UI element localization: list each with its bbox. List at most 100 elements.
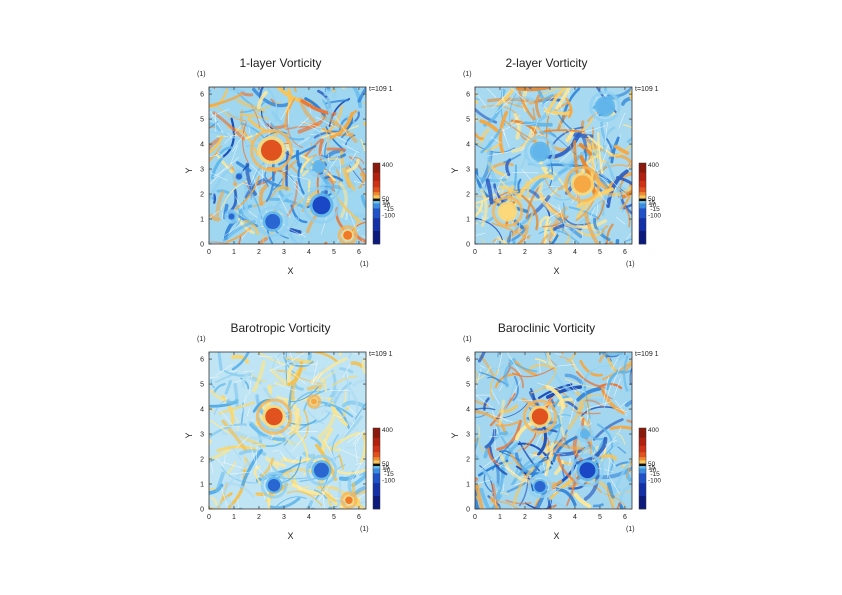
colorbar-segment — [373, 180, 380, 188]
panel-title: 1-layer Vorticity — [239, 56, 321, 70]
colorbar-segment — [639, 468, 646, 474]
y-tick-label: 3 — [200, 167, 204, 174]
colorbar-segment — [373, 452, 380, 458]
colorbar-label: 400 — [648, 162, 659, 169]
x-unit-label: (1) — [360, 261, 369, 268]
colorbar-segment — [639, 195, 646, 199]
time-label: t=109 1 — [369, 86, 393, 93]
chart-panel: 1-layer Vorticity t=109 1 (1) (1) 0 1 2 3 4 5 6 0 1 2… — [184, 56, 395, 276]
x-unit-label: (1) — [626, 261, 635, 268]
colorbar-segment — [639, 208, 646, 219]
time-label: t=109 1 — [635, 351, 659, 358]
x-tick-label: 2 — [523, 249, 527, 256]
y-tick-label: 4 — [200, 142, 204, 149]
colorbar-label: -100 — [382, 477, 395, 484]
x-tick-label: 6 — [623, 249, 627, 256]
x-tick-label: 6 — [357, 249, 361, 256]
y-tick-label: 2 — [200, 192, 204, 199]
time-label: t=109 1 — [369, 351, 393, 358]
plot-frame — [208, 86, 367, 245]
chart-panel: 2-layer Vorticity t=109 1 (1) (1) 0 1 2 3 4 5 6 0 1 2… — [450, 56, 661, 276]
colorbar-label: -100 — [648, 477, 661, 484]
colorbar-segment — [373, 172, 380, 182]
y-tick-label: 4 — [466, 142, 470, 149]
y-axis-label: Y — [184, 432, 194, 438]
colorbar-label: 50 — [382, 196, 390, 203]
colorbar-label: 10 — [649, 467, 657, 474]
x-tick-label: 0 — [207, 514, 211, 521]
colorbar-segment — [639, 483, 646, 497]
y-tick-label: 1 — [466, 217, 470, 224]
plot-frame — [474, 86, 633, 245]
colorbar-segment — [373, 218, 380, 232]
colorbar-label: 15 — [382, 464, 390, 471]
y-tick-label: 6 — [466, 357, 470, 364]
anticyclone-vortex — [581, 430, 589, 438]
colorbar-label: 15 — [648, 464, 656, 471]
x-tick-label: 2 — [257, 249, 261, 256]
colorbar-segment — [639, 198, 646, 202]
vorticity-filaments — [475, 352, 632, 509]
x-tick-label: 2 — [523, 514, 527, 521]
y-tick-label: 3 — [466, 432, 470, 439]
x-tick-label: 3 — [548, 249, 552, 256]
y-tick-label: 2 — [200, 457, 204, 464]
y-tick-label: 6 — [200, 357, 204, 364]
cyclone-vortex — [343, 230, 353, 240]
anticyclone-vortex — [228, 213, 235, 220]
panel-title: Barotropic Vorticity — [230, 321, 330, 335]
y-tick-label: 0 — [466, 242, 470, 249]
colorbar-segment — [373, 466, 380, 469]
colorbar-segment — [639, 428, 646, 438]
colorbar-segment — [373, 496, 380, 510]
y-tick-label: 0 — [200, 242, 204, 249]
x-tick-label: 4 — [573, 249, 577, 256]
colorbar-label: -15 — [650, 206, 660, 213]
anticyclone-vortex — [265, 214, 281, 230]
colorbar-segment — [639, 445, 646, 453]
colorbar-label: -100 — [648, 212, 661, 219]
colorbar-label: 400 — [382, 162, 393, 169]
colorbar-segment — [373, 457, 380, 461]
colorbar-segment — [373, 460, 380, 464]
vorticity-filaments — [209, 352, 366, 509]
y-tick-label: 3 — [466, 167, 470, 174]
y-unit-label: (1) — [463, 71, 472, 78]
cyclone-vortex — [499, 204, 515, 220]
anticyclone-vortex — [313, 462, 329, 478]
colorbar-segment — [373, 187, 380, 193]
y-tick-label: 5 — [200, 117, 204, 124]
y-tick-label: 4 — [466, 407, 470, 414]
colorbar-segment — [639, 180, 646, 188]
x-tick-label: 5 — [332, 249, 336, 256]
x-tick-label: 3 — [282, 249, 286, 256]
colorbar-segment — [639, 473, 646, 484]
cyclone-vortex — [531, 408, 549, 425]
colorbar-segment — [639, 172, 646, 182]
colorbar-segment — [639, 218, 646, 232]
y-tick-label: 0 — [466, 507, 470, 514]
x-tick-label: 4 — [307, 514, 311, 521]
colorbar-segment — [639, 496, 646, 510]
time-label: t=109 1 — [635, 86, 659, 93]
y-axis-label: Y — [450, 167, 460, 173]
cyclone-vortex — [573, 175, 592, 193]
y-tick-label: 4 — [200, 407, 204, 414]
x-tick-label: 3 — [548, 514, 552, 521]
x-tick-label: 0 — [473, 514, 477, 521]
x-tick-label: 1 — [498, 514, 502, 521]
vorticity-filaments — [209, 87, 366, 244]
y-unit-label: (1) — [197, 336, 206, 343]
x-tick-label: 5 — [332, 514, 336, 521]
colorbar-segment — [373, 195, 380, 199]
colorbar-segment — [373, 163, 380, 173]
colorbar-label: 10 — [383, 202, 391, 209]
anticyclone-vortex — [579, 462, 596, 479]
x-tick-label: 4 — [307, 249, 311, 256]
cyclone-vortex — [265, 407, 283, 426]
cyclone-vortex — [310, 398, 317, 405]
y-tick-label: 5 — [466, 382, 470, 389]
x-unit-label: (1) — [360, 526, 369, 533]
